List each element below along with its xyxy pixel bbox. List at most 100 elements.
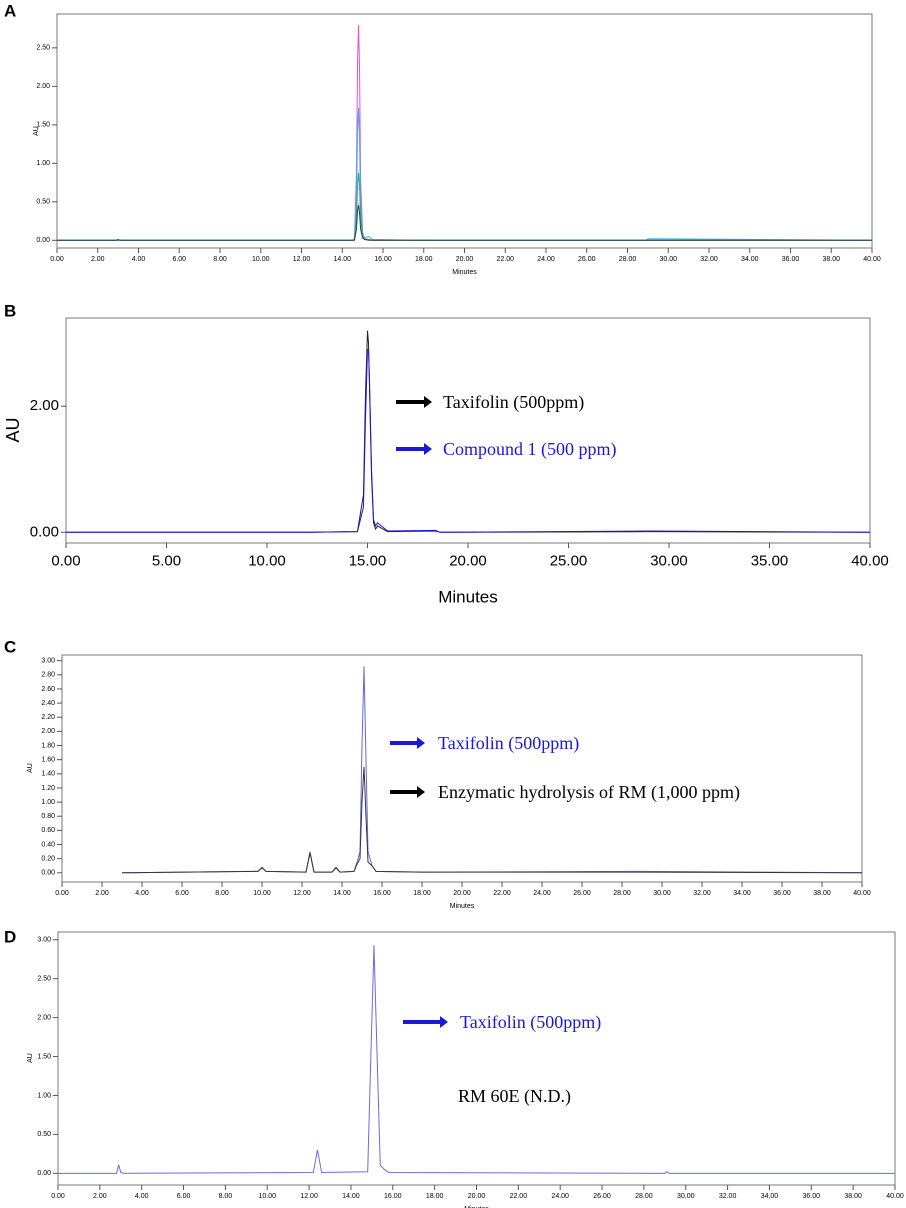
x-tick-label: 20.00 xyxy=(468,1193,486,1200)
x-tick-label: 40.00 xyxy=(863,256,881,263)
x-tick-label: 6.00 xyxy=(172,256,186,263)
y-tick-label: 2.60 xyxy=(41,686,55,693)
x-tick-label: 24.00 xyxy=(537,256,555,263)
plot-frame xyxy=(56,13,873,249)
x-tick-label: 30.00 xyxy=(653,890,671,897)
x-tick-label: 28.00 xyxy=(635,1193,653,1200)
x-tick-label: 15.00 xyxy=(349,552,387,569)
y-tick-label: 1.50 xyxy=(36,122,50,129)
x-tick-label: 20.00 xyxy=(453,890,471,897)
panel-label: B xyxy=(4,301,16,320)
x-tick-label: 35.00 xyxy=(751,552,789,569)
trace xyxy=(58,945,895,1174)
trace xyxy=(57,172,872,241)
x-tick-label: 14.00 xyxy=(333,256,351,263)
x-axis-label: Minutes xyxy=(464,1206,489,1208)
trace xyxy=(57,24,872,241)
y-tick-label: 2.40 xyxy=(41,700,55,707)
x-tick-label: 8.00 xyxy=(213,256,227,263)
x-tick-label: 18.00 xyxy=(426,1193,444,1200)
x-tick-label: 8.00 xyxy=(215,890,229,897)
x-tick-label: 16.00 xyxy=(384,1193,402,1200)
y-tick-label: 1.80 xyxy=(41,742,55,749)
x-tick-label: 10.00 xyxy=(252,256,270,263)
x-tick-label: 28.00 xyxy=(619,256,637,263)
x-tick-label: 38.00 xyxy=(822,256,840,263)
x-tick-label: 34.00 xyxy=(741,256,759,263)
x-tick-label: 26.00 xyxy=(573,890,591,897)
trace xyxy=(57,204,872,241)
y-tick-label: 0.50 xyxy=(36,199,50,206)
x-tick-label: 10.00 xyxy=(258,1193,276,1200)
annotation: Taxifolin (500ppm) xyxy=(460,1012,601,1033)
x-tick-label: 34.00 xyxy=(761,1193,779,1200)
y-tick-label: 1.40 xyxy=(41,771,55,778)
trace xyxy=(66,349,871,533)
panel-label: C xyxy=(4,637,16,656)
y-axis-label: AU xyxy=(27,1053,34,1063)
x-tick-label: 26.00 xyxy=(578,256,596,263)
x-tick-label: 4.00 xyxy=(135,890,149,897)
x-tick-label: 18.00 xyxy=(413,890,431,897)
x-tick-label: 2.00 xyxy=(91,256,105,263)
x-tick-label: 40.00 xyxy=(853,890,871,897)
x-tick-label: 32.00 xyxy=(700,256,718,263)
plot-frame xyxy=(61,654,863,883)
y-tick-label: 2.00 xyxy=(30,397,59,414)
y-axis-label: AU xyxy=(27,763,34,773)
annotation: Taxifolin (500ppm) xyxy=(443,392,584,413)
x-axis-label: Minutes xyxy=(452,269,477,276)
annotation: RM 60E (N.D.) xyxy=(458,1086,571,1107)
x-tick-label: 24.00 xyxy=(551,1193,569,1200)
y-tick-label: 1.20 xyxy=(41,785,55,792)
x-tick-label: 24.00 xyxy=(533,890,551,897)
x-tick-label: 30.00 xyxy=(677,1193,695,1200)
x-tick-label: 0.00 xyxy=(51,1193,65,1200)
y-tick-label: 2.00 xyxy=(41,728,55,735)
panel: A 0.00 2.00 4.00 6.00 8.00 10.00 12.00 14.00 16.0… xyxy=(4,1,881,275)
x-tick-label: 14.00 xyxy=(333,890,351,897)
x-axis-label: Minutes xyxy=(438,587,498,606)
x-tick-label: 32.00 xyxy=(693,890,711,897)
y-tick-label: 1.00 xyxy=(37,1092,51,1099)
y-tick-label: 2.80 xyxy=(41,672,55,679)
x-tick-label: 0.00 xyxy=(51,552,80,569)
x-tick-label: 0.00 xyxy=(55,890,69,897)
y-tick-label: 2.50 xyxy=(37,976,51,983)
trace xyxy=(66,330,871,533)
panel: D 0.00 2.00 4.00 6.00 8.00 10.00 12.00 14.00 16.0… xyxy=(4,927,904,1208)
y-axis-label: AU xyxy=(33,126,40,136)
y-tick-label: 0.40 xyxy=(41,841,55,848)
x-tick-label: 16.00 xyxy=(373,890,391,897)
y-tick-label: 0.20 xyxy=(41,856,55,863)
y-tick-label: 3.00 xyxy=(37,937,51,944)
x-tick-label: 40.00 xyxy=(886,1193,904,1200)
x-tick-label: 6.00 xyxy=(177,1193,191,1200)
y-tick-label: 0.60 xyxy=(41,827,55,834)
x-tick-label: 0.00 xyxy=(50,256,64,263)
trace xyxy=(57,107,873,241)
x-tick-label: 36.00 xyxy=(803,1193,821,1200)
annotation-arrowhead xyxy=(424,396,432,408)
x-tick-label: 32.00 xyxy=(719,1193,737,1200)
x-tick-label: 10.00 xyxy=(248,552,286,569)
x-tick-label: 4.00 xyxy=(132,256,146,263)
x-tick-label: 12.00 xyxy=(293,256,311,263)
annotation: Taxifolin (500ppm) xyxy=(438,733,579,754)
x-tick-label: 22.00 xyxy=(493,890,511,897)
annotation-arrowhead xyxy=(424,443,432,455)
x-tick-label: 34.00 xyxy=(733,890,751,897)
panel: C 0.00 2.00 4.00 6.00 8.00 10.00 12.00 14.00 16.0… xyxy=(4,637,871,909)
panel-label: D xyxy=(4,927,16,946)
x-tick-label: 40.00 xyxy=(851,552,889,569)
y-tick-label: 2.20 xyxy=(41,714,55,721)
x-tick-label: 18.00 xyxy=(415,256,433,263)
x-tick-label: 10.00 xyxy=(253,890,271,897)
y-tick-label: 0.00 xyxy=(41,870,55,877)
annotation: Compound 1 (500 ppm) xyxy=(443,439,617,460)
x-tick-label: 2.00 xyxy=(93,1193,107,1200)
x-tick-label: 5.00 xyxy=(152,552,181,569)
panel-label: A xyxy=(4,1,16,20)
y-tick-label: 3.00 xyxy=(41,658,55,665)
